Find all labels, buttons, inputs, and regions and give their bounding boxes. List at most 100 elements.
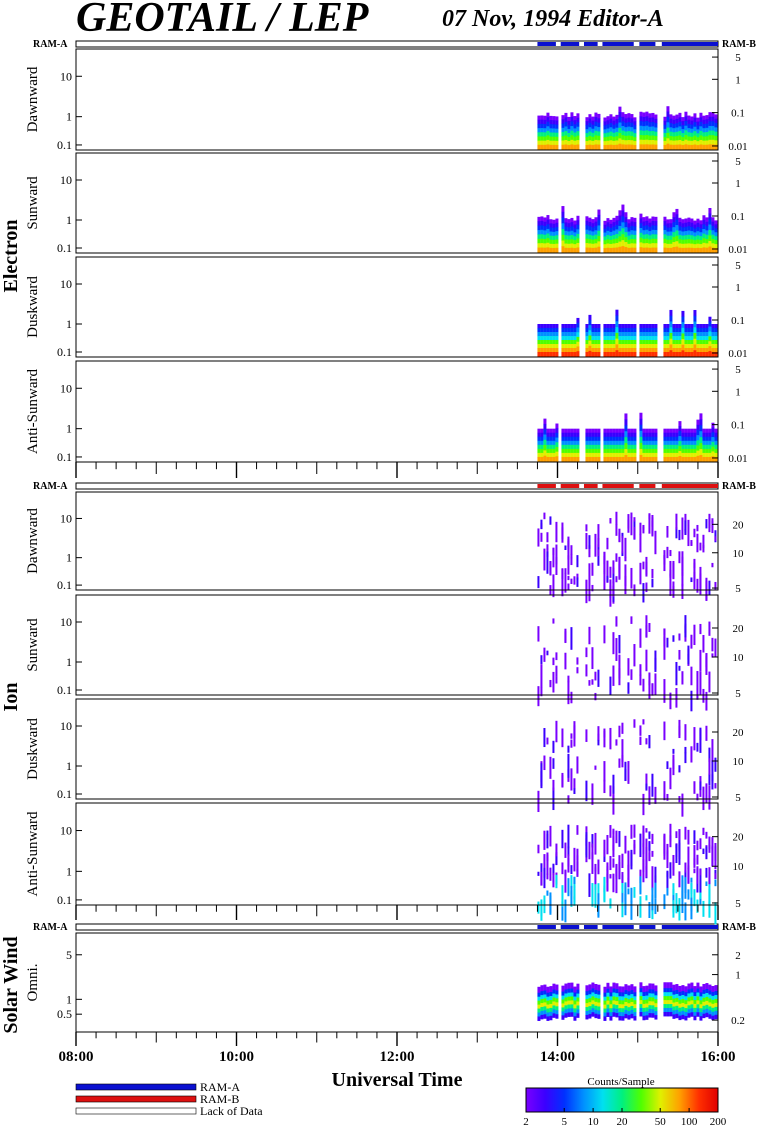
spectrogram-cell	[612, 456, 616, 462]
spectrogram-cell	[702, 848, 705, 855]
spectrogram-cell	[687, 1013, 691, 1018]
spectrogram-cell	[543, 217, 547, 223]
spectrogram-cell	[609, 428, 613, 434]
spectrogram-cell	[654, 348, 658, 353]
spectrogram-cell	[630, 567, 633, 589]
spectrogram-cell	[708, 990, 712, 996]
spectrogram-cell	[693, 220, 697, 226]
spectrogram-cell	[672, 336, 676, 341]
spectrogram-cell	[705, 136, 709, 142]
spectrogram-cell	[705, 831, 708, 839]
spectrogram-cell	[546, 1016, 550, 1021]
spectrogram-cell	[708, 1014, 712, 1019]
spectrogram-cell	[561, 211, 565, 219]
spectrogram-cell	[675, 348, 679, 353]
spectrogram-cell	[699, 332, 703, 337]
spectrogram-cell	[549, 115, 553, 121]
spectrogram-cell	[588, 247, 592, 253]
spectrogram-cell	[708, 998, 712, 1003]
spectrogram-cell	[549, 516, 552, 525]
spectrogram-cell	[561, 1003, 565, 1008]
spectrogram-cell	[588, 448, 592, 454]
spectrogram-cell	[585, 456, 589, 462]
ram-a-label: RAM-A	[33, 39, 68, 50]
spectrogram-cell	[648, 514, 651, 534]
spectrogram-cell	[675, 1001, 679, 1007]
spectrogram-cell	[654, 1015, 658, 1020]
spectrogram-cell	[666, 1004, 670, 1009]
spectrogram-cell	[702, 1005, 706, 1011]
spectrogram-cell	[537, 992, 541, 998]
spectrogram-cell	[624, 144, 628, 150]
spectrogram-cell	[714, 232, 718, 237]
spectrogram-cell	[678, 117, 682, 123]
spectrogram-cell	[615, 993, 619, 998]
spectrogram-cell	[690, 218, 694, 224]
spectrogram-cell	[627, 682, 630, 694]
spectrogram-cell	[621, 755, 624, 768]
spectrogram-cell	[711, 332, 715, 337]
spectrogram-cell	[573, 428, 577, 434]
spectrogram-cell	[675, 448, 679, 454]
spectrogram-cell	[543, 867, 546, 878]
spectrogram-cell	[594, 117, 598, 123]
spectrogram-cell	[543, 332, 547, 337]
spectrogram-cell	[690, 136, 694, 142]
spectrogram-cell	[585, 133, 589, 138]
spectrogram-cell	[663, 982, 667, 989]
spectrogram-cell	[678, 991, 682, 997]
spectrogram-cell	[555, 116, 559, 122]
spectrogram-cell	[702, 1013, 706, 1019]
left-tick-label: 10	[60, 173, 72, 187]
spectrogram-cell	[675, 328, 679, 333]
spectrogram-cell	[684, 724, 687, 741]
spectrogram-cell	[606, 440, 610, 446]
spectrogram-cell	[612, 328, 616, 333]
spectrogram-cell	[570, 332, 574, 337]
spectrogram-cell	[630, 243, 634, 249]
spectrogram-cell	[573, 348, 577, 353]
spectrogram-cell	[621, 1000, 625, 1005]
spectrogram-cell	[684, 752, 687, 764]
spectrogram-cell	[552, 1001, 556, 1006]
spectrogram-cell	[639, 348, 643, 353]
spectrogram-cell	[627, 519, 630, 533]
spectrogram-cell	[699, 121, 703, 127]
spectrogram-cell	[543, 998, 547, 1003]
spectrogram-cell	[552, 618, 555, 624]
spectrogram-cell	[570, 432, 574, 438]
spectrogram-cell	[570, 230, 574, 236]
spectrogram-cell	[594, 428, 598, 434]
spectrogram-cell	[540, 664, 543, 688]
spectrogram-cell	[564, 440, 568, 446]
spectrogram-cell	[627, 658, 630, 676]
spectrogram-cell	[690, 634, 693, 649]
right-tick-label: 0.01	[728, 348, 747, 360]
spectrogram-cell	[585, 348, 589, 353]
spectrogram-cell	[681, 141, 685, 146]
spectrogram-cell	[654, 123, 658, 128]
spectrogram-cell	[537, 440, 541, 446]
spectrogram-cell	[624, 114, 628, 119]
spectrogram-cell	[594, 452, 598, 458]
spectrogram-cell	[624, 443, 628, 450]
right-tick-label: 20	[733, 623, 745, 635]
spectrogram-cell	[615, 127, 619, 133]
spectrogram-cell	[588, 230, 592, 236]
spectrogram-cell	[594, 336, 598, 341]
spectrogram-cell	[675, 332, 679, 337]
spectrogram-cell	[549, 428, 553, 434]
spectrogram-cell	[675, 235, 679, 242]
spectrogram-cell	[540, 456, 544, 462]
spectrogram-cell	[675, 456, 679, 462]
spectrogram-cell	[705, 846, 708, 860]
spectrogram-cell	[549, 231, 553, 237]
spectrogram-cell	[645, 220, 649, 226]
spectrogram-cell	[615, 616, 618, 627]
spectrogram-cell	[588, 456, 592, 462]
spectrogram-cell	[564, 899, 567, 923]
spectrogram-cell	[687, 997, 691, 1002]
spectrogram-cell	[615, 131, 619, 137]
spectrogram-cell	[678, 144, 682, 150]
spectrogram-cell	[666, 843, 669, 854]
